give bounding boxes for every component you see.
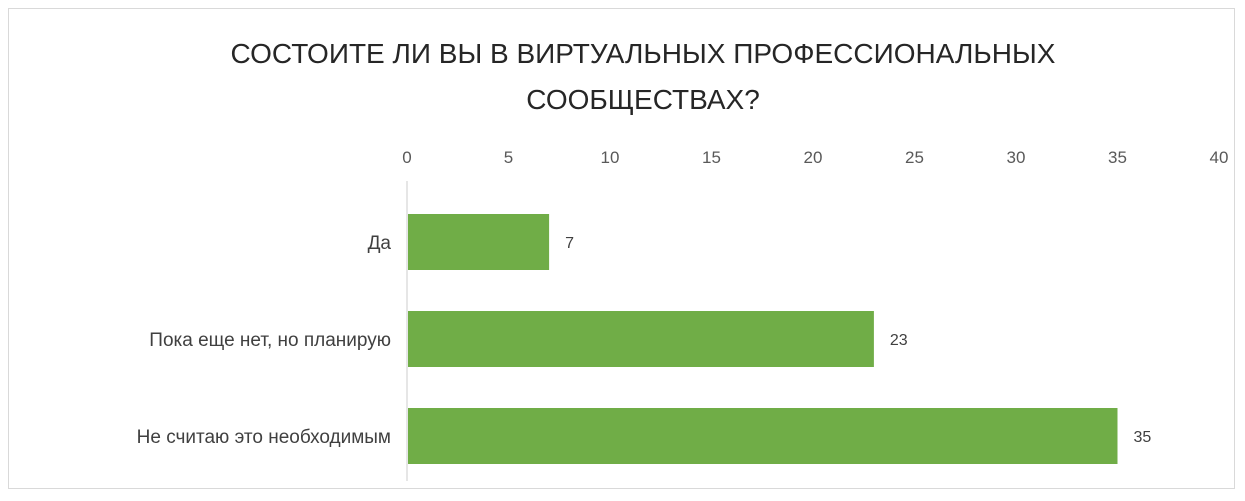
data-labels: 7 23 35 bbox=[565, 235, 1151, 446]
data-label: 7 bbox=[565, 235, 574, 252]
x-tick-label: 35 bbox=[1108, 148, 1127, 167]
bar-chart: СОСТОИТЕ ЛИ ВЫ В ВИРТУАЛЬНЫХ ПРОФЕССИОНА… bbox=[137, 38, 1228, 481]
bar bbox=[408, 214, 550, 270]
bar bbox=[408, 408, 1118, 464]
category-label: Не считаю это необходимым bbox=[137, 427, 391, 448]
x-tick-label: 30 bbox=[1007, 148, 1026, 167]
category-labels: Да Пока еще нет, но планирую Не считаю это… bbox=[137, 233, 392, 448]
x-tick-label: 5 bbox=[504, 148, 513, 167]
chart-frame: СОСТОИТЕ ЛИ ВЫ В ВИРТУАЛЬНЫХ ПРОФЕССИОНА… bbox=[8, 8, 1235, 489]
bar bbox=[408, 311, 874, 367]
chart-title-line-2: СООБЩЕСТВАХ? bbox=[526, 84, 760, 115]
x-tick-label: 40 bbox=[1210, 148, 1229, 167]
bars bbox=[408, 214, 1118, 464]
x-axis-ticks: 0 5 10 15 20 25 30 35 40 bbox=[402, 148, 1228, 167]
x-tick-label: 25 bbox=[905, 148, 924, 167]
x-tick-label: 10 bbox=[601, 148, 620, 167]
category-label: Да bbox=[368, 233, 392, 254]
x-tick-label: 20 bbox=[804, 148, 823, 167]
data-label: 35 bbox=[1134, 429, 1152, 446]
x-tick-label: 0 bbox=[402, 148, 411, 167]
chart-title-line-1: СОСТОИТЕ ЛИ ВЫ В ВИРТУАЛЬНЫХ ПРОФЕССИОНА… bbox=[231, 38, 1056, 69]
x-tick-label: 15 bbox=[702, 148, 721, 167]
chart-title: СОСТОИТЕ ЛИ ВЫ В ВИРТУАЛЬНЫХ ПРОФЕССИОНА… bbox=[231, 38, 1056, 115]
data-label: 23 bbox=[890, 332, 908, 349]
category-label: Пока еще нет, но планирую bbox=[149, 330, 391, 351]
